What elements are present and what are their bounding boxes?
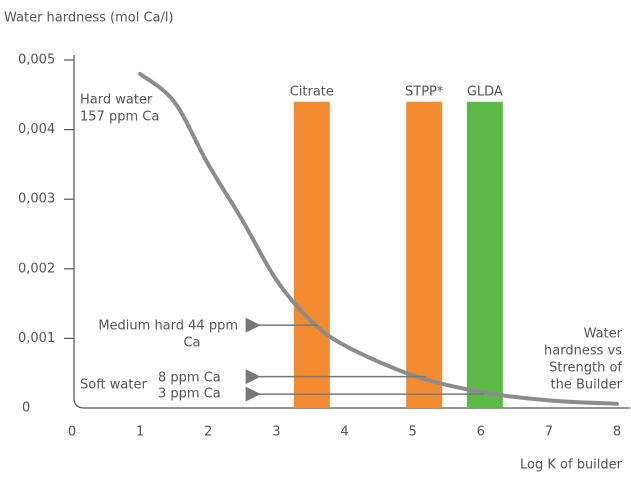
annotation: Strength of <box>549 361 622 376</box>
annotation: Hard water <box>80 93 153 108</box>
x-tick-label: 3 <box>272 425 280 440</box>
x-tick-label: 0 <box>68 425 76 440</box>
y-axis-title: Water hardness (mol Ca/l) <box>4 11 174 26</box>
y-tick-label: 0,004 <box>18 122 55 137</box>
annotation: Medium hard 44 ppm <box>98 319 238 334</box>
x-tick-label: 6 <box>477 425 485 440</box>
x-tick-label: 5 <box>408 425 416 440</box>
y-tick-label: 0,001 <box>18 331 55 346</box>
x-tick-label: 1 <box>136 425 144 440</box>
y-tick-label: 0 <box>22 401 30 416</box>
annotation: the Builder <box>551 378 623 393</box>
bar <box>406 101 443 408</box>
axes <box>73 55 630 409</box>
bar-label: Citrate <box>290 84 334 99</box>
bar-label: GLDA <box>467 84 503 99</box>
annotation: 157 ppm Ca <box>80 110 159 125</box>
x-tick-label: 7 <box>545 425 553 440</box>
x-tick-label: 2 <box>204 425 212 440</box>
curve <box>138 71 619 406</box>
bar <box>293 101 330 408</box>
x-tick-label: 8 <box>613 425 621 440</box>
annotation: hardness vs <box>544 344 622 359</box>
y-tick-label: 0,003 <box>18 192 55 207</box>
annotation: Water <box>584 327 623 342</box>
annotation: 8 ppm Ca <box>158 371 221 386</box>
y-tick-label: 0,005 <box>18 53 55 68</box>
x-tick-label: 4 <box>340 425 348 440</box>
annotation: 3 ppm Ca <box>158 387 221 402</box>
bar-label: STPP* <box>405 84 444 99</box>
annotation: Soft water <box>80 378 147 393</box>
x-axis-title: Log K of builder <box>520 458 623 473</box>
bar <box>466 101 503 408</box>
y-tick-label: 0,002 <box>18 261 55 276</box>
annotation: Ca <box>183 336 200 351</box>
